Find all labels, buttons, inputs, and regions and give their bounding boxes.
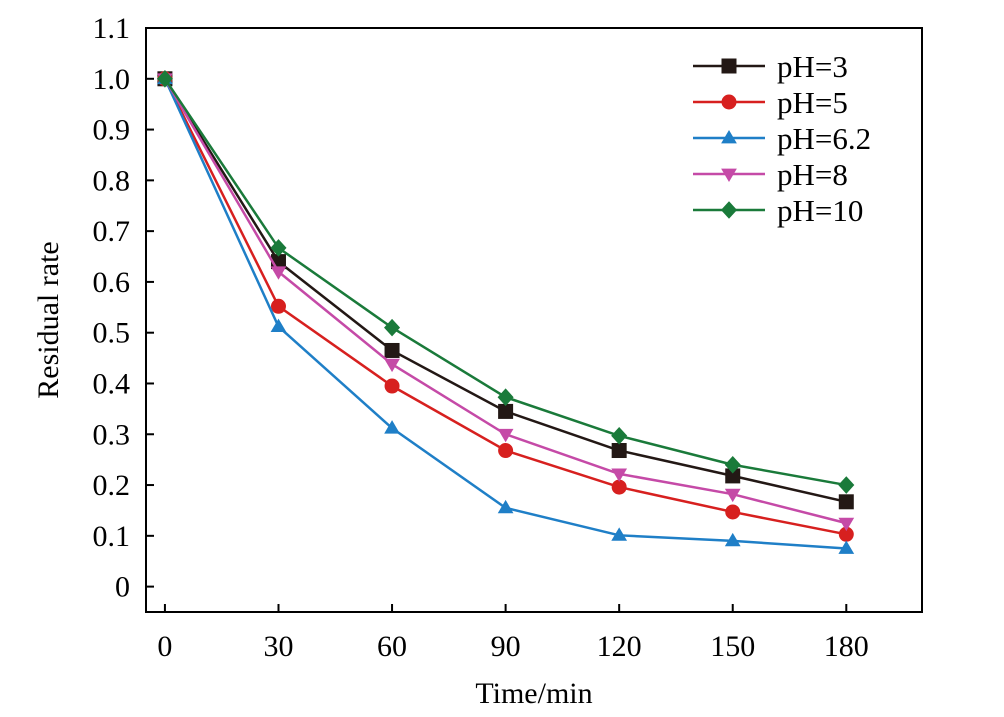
x-tick-label: 30 bbox=[263, 630, 293, 663]
data-point bbox=[497, 499, 514, 514]
data-point bbox=[384, 318, 401, 337]
data-point bbox=[838, 517, 855, 532]
legend-marker bbox=[721, 168, 737, 182]
legend-marker bbox=[721, 58, 737, 74]
legend-item: pH=6.2 bbox=[693, 121, 871, 156]
y-tick-label: 0.7 bbox=[93, 215, 131, 248]
plot-frame bbox=[145, 27, 923, 613]
y-tick-label: 0.4 bbox=[93, 367, 131, 400]
x-tick-label: 60 bbox=[377, 630, 407, 663]
legend-item: pH=3 bbox=[693, 49, 848, 84]
data-point bbox=[611, 426, 628, 445]
y-tick-label: 0.9 bbox=[93, 114, 131, 147]
y-tick-label: 0.2 bbox=[93, 469, 131, 502]
x-tick-label: 120 bbox=[597, 630, 642, 663]
data-point bbox=[724, 455, 741, 474]
data-point bbox=[497, 388, 514, 406]
y-tick-label: 1.0 bbox=[93, 63, 131, 96]
legend-item: pH=8 bbox=[693, 157, 848, 192]
data-point bbox=[724, 488, 741, 503]
y-tick-label: 0.8 bbox=[93, 164, 131, 197]
data-point bbox=[156, 69, 173, 88]
y-tick-label: 1.1 bbox=[93, 12, 131, 45]
x-tick-label: 0 bbox=[157, 630, 172, 663]
y-tick-label: 0.1 bbox=[93, 520, 131, 553]
data-point bbox=[838, 476, 855, 494]
data-point bbox=[498, 443, 514, 459]
x-axis-title: Time/min bbox=[475, 677, 592, 710]
legend-label: pH=3 bbox=[777, 49, 848, 84]
series-2 bbox=[157, 71, 854, 542]
data-point bbox=[270, 318, 287, 333]
y-axis-title: Residual rate bbox=[32, 241, 65, 398]
x-axis: 0 30 60 90 120 150 180 bbox=[157, 604, 869, 663]
legend-marker bbox=[721, 94, 737, 110]
legend-label: pH=6.2 bbox=[777, 121, 871, 156]
data-point bbox=[611, 479, 627, 495]
data-point bbox=[611, 468, 628, 482]
y-tick-label: 0.3 bbox=[93, 418, 131, 451]
series-5 bbox=[156, 69, 855, 494]
data-point bbox=[384, 420, 400, 434]
series-3 bbox=[157, 70, 855, 554]
data-point bbox=[611, 443, 627, 459]
legend-label: pH=8 bbox=[777, 157, 848, 192]
legend-marker bbox=[721, 130, 737, 144]
legend-label: pH=5 bbox=[777, 85, 848, 120]
data-point bbox=[498, 403, 514, 419]
legend-marker bbox=[720, 201, 738, 219]
data-point bbox=[270, 239, 287, 257]
y-tick-label: 0 bbox=[115, 571, 130, 604]
data-point bbox=[270, 298, 286, 314]
series-4 bbox=[157, 73, 855, 532]
x-tick-label: 90 bbox=[491, 630, 521, 663]
legend: pH=3pH=5pH=6.2pH=8pH=10 bbox=[693, 49, 871, 228]
data-point bbox=[384, 358, 400, 373]
data-point bbox=[724, 532, 741, 547]
data-point bbox=[497, 428, 514, 443]
data-point bbox=[384, 378, 400, 394]
legend-item: pH=5 bbox=[693, 85, 848, 120]
series-group bbox=[156, 69, 855, 554]
legend-label: pH=10 bbox=[777, 193, 863, 228]
legend-item: pH=10 bbox=[693, 193, 863, 228]
plot-area: 0 0.1 0.2 0.3 0.4 0.5 0.6 0.7 0.8 0.9 1.0 1.1 0 30 60… bbox=[93, 12, 923, 663]
x-tick-label: 150 bbox=[710, 630, 755, 663]
data-point bbox=[838, 494, 854, 510]
data-point bbox=[611, 527, 628, 541]
data-point bbox=[838, 540, 855, 554]
data-point bbox=[384, 342, 400, 358]
y-tick-label: 0.6 bbox=[93, 266, 131, 299]
data-point bbox=[725, 504, 741, 520]
x-tick-label: 180 bbox=[824, 630, 869, 663]
y-axis: 0 0.1 0.2 0.3 0.4 0.5 0.6 0.7 0.8 0.9 1.0 1.1 bbox=[93, 12, 154, 604]
y-tick-label: 0.5 bbox=[93, 317, 131, 350]
data-point bbox=[270, 266, 287, 280]
